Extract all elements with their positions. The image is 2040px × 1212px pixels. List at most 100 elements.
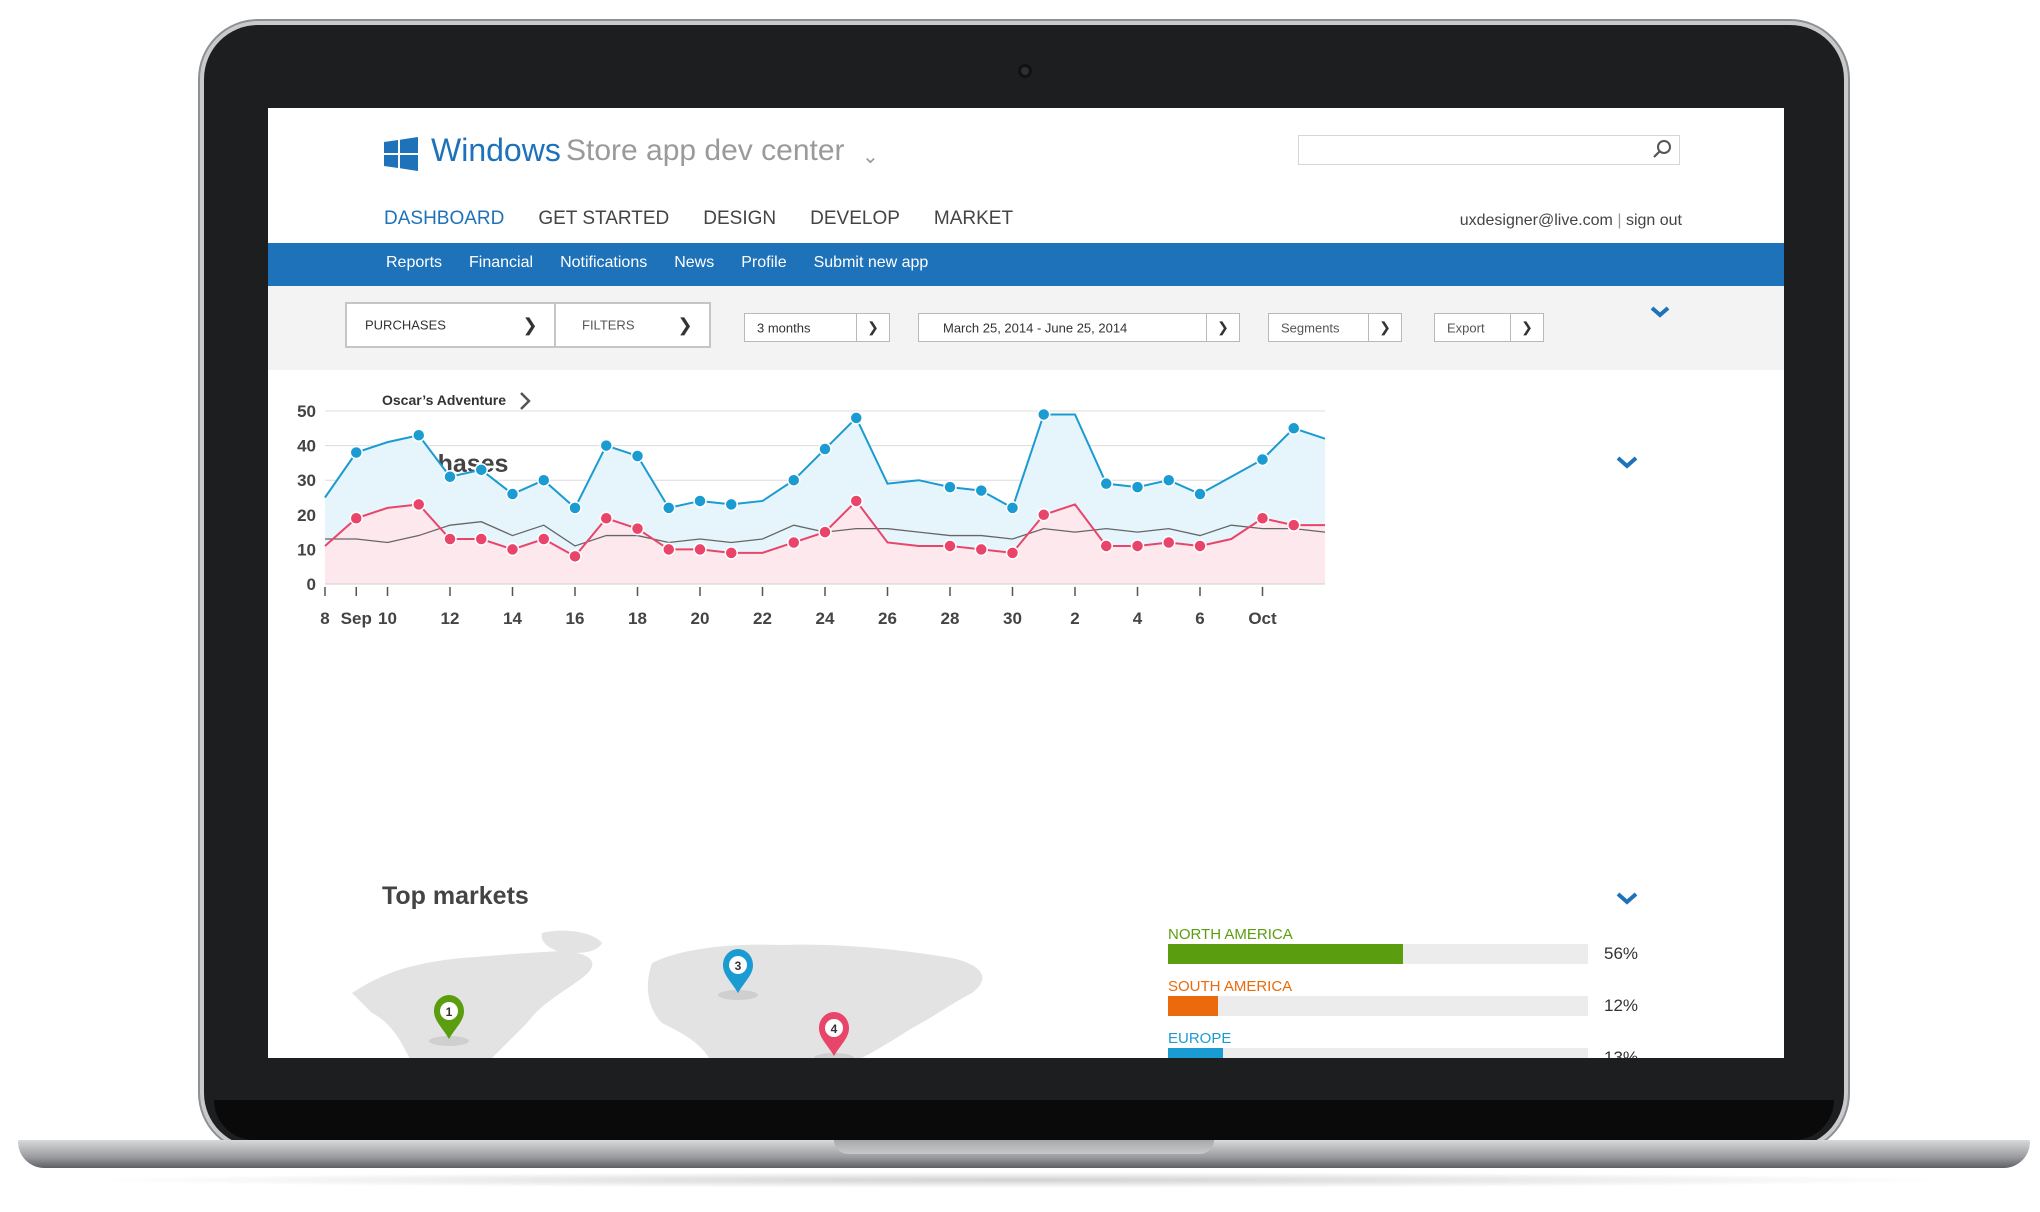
series-0-point (568, 501, 582, 515)
market-row[interactable]: SOUTH AMERICA 12% (1168, 978, 1638, 1028)
chevron-down-icon: ❯ (856, 314, 889, 341)
y-tick-label: 30 (297, 471, 316, 490)
series-1-point (537, 532, 551, 546)
purchases-collapse-chevron-icon[interactable] (1616, 456, 1638, 470)
y-tick-label: 0 (307, 575, 316, 594)
search-input[interactable] (1298, 135, 1680, 165)
filters-dropdown[interactable]: FILTERS ❯ (554, 302, 711, 348)
pin-1[interactable]: 1 (429, 995, 469, 1046)
sub-nav-item-profile[interactable]: Profile (741, 254, 787, 271)
account-separator: | (1617, 212, 1622, 229)
site-title[interactable]: Store app dev center (566, 134, 845, 167)
series-1-point (1099, 539, 1113, 553)
account-area: uxdesigner@live.com | sign out (1460, 212, 1682, 230)
series-0-point (537, 473, 551, 487)
series-0-point (1193, 487, 1207, 501)
top-nav-item-market[interactable]: MARKET (933, 208, 1014, 229)
map-landmass-eurasia (647, 944, 983, 1058)
report-type-label: PURCHASES (365, 317, 446, 333)
date-range-dropdown[interactable]: March 25, 2014 - June 25, 2014 ❯ (918, 313, 1240, 342)
x-tick-label: 12 (441, 609, 460, 628)
x-tick-label: 2 (1070, 609, 1079, 628)
x-tick-label: 30 (1003, 609, 1022, 628)
chevron-down-icon: ❯ (522, 314, 538, 335)
x-tick-label: Sep (341, 609, 372, 628)
report-type-dropdown[interactable]: PURCHASES ❯ (345, 302, 556, 348)
series-1-point (1037, 508, 1051, 522)
collapse-toolbar-chevron-icon[interactable] (1650, 306, 1670, 318)
top-nav-item-get-started[interactable]: GET STARTED (538, 208, 670, 229)
pin-4-center (825, 1019, 843, 1037)
series-0-point (724, 497, 738, 512)
series-1-point (849, 494, 863, 508)
x-tick-label: 4 (1133, 609, 1143, 628)
series-1-point (599, 511, 613, 526)
market-row[interactable]: NORTH AMERICA 56% (1168, 926, 1638, 976)
market-name: EUROPE (1168, 1030, 1232, 1047)
series-0-point (693, 494, 707, 508)
breadcrumb-chevron-icon[interactable] (519, 391, 531, 411)
pin-1-shadow (429, 1036, 469, 1046)
search-icon[interactable] (1651, 139, 1673, 161)
market-name: NORTH AMERICA (1168, 926, 1293, 943)
series-0-point (412, 428, 426, 442)
series-0-point (818, 442, 832, 456)
sub-nav-item-notifications[interactable]: Notifications (560, 254, 648, 271)
site-menu-chevron-icon[interactable]: ⌄ (862, 146, 879, 168)
chevron-down-icon: ❯ (1206, 314, 1239, 341)
series-1-point (1130, 539, 1145, 553)
series-1-point (443, 532, 457, 546)
brand-name: Windows (431, 132, 561, 168)
x-tick-label: 10 (378, 609, 397, 628)
series-0-point (1287, 421, 1301, 436)
series-0-point (599, 438, 613, 453)
pin-1-center (440, 1002, 458, 1020)
breadcrumb-app[interactable]: Oscar’s Adventure (382, 392, 506, 408)
x-tick-label: 16 (566, 609, 585, 628)
series-0-point (849, 411, 863, 425)
screen: Windows Store app dev center ⌄ DASHBOARD… (268, 108, 1784, 1058)
account-email[interactable]: uxdesigner@live.com (1459, 212, 1613, 229)
chevron-down-icon: ❯ (677, 314, 693, 335)
market-bar-track (1168, 944, 1588, 964)
chevron-down-icon: ❯ (1510, 314, 1543, 341)
series-1-point (1287, 518, 1301, 532)
series-1-point (474, 532, 488, 546)
sub-nav-item-financial[interactable]: Financial (469, 254, 534, 271)
world-map: 1 3 4 (352, 930, 983, 1058)
map-landmass-greenland (541, 930, 602, 953)
y-tick-label: 20 (297, 506, 316, 525)
series-1-point (505, 542, 520, 557)
market-row[interactable]: EUROPE 13% (1168, 1030, 1638, 1058)
top-nav-item-dashboard[interactable]: DASHBOARD (384, 208, 505, 229)
x-tick-label: 20 (691, 609, 710, 628)
x-tick-label: 24 (816, 609, 835, 628)
top-nav-item-design[interactable]: DESIGN (703, 208, 777, 229)
series-0-point (505, 487, 520, 501)
sub-nav-item-reports[interactable]: Reports (386, 254, 443, 271)
pin-4[interactable]: 4 (814, 1012, 854, 1058)
top-markets-collapse-chevron-icon[interactable] (1616, 892, 1638, 906)
filters-label: FILTERS (582, 317, 635, 333)
sign-out-link[interactable]: sign out (1625, 212, 1682, 229)
sub-nav-item-news[interactable]: News (674, 254, 715, 271)
webcam-icon (1018, 64, 1032, 78)
series-1-point (349, 511, 363, 526)
series-0-point (662, 501, 676, 515)
x-tick-label: 8 (320, 609, 329, 628)
series-0-point (1162, 473, 1176, 487)
top-nav-item-develop[interactable]: DEVELOP (810, 208, 900, 229)
export-dropdown[interactable]: Export ❯ (1434, 313, 1544, 342)
series-1-point (568, 549, 582, 564)
top-markets-title: Top markets (382, 882, 529, 910)
series-0-point (974, 483, 988, 498)
range-dropdown[interactable]: 3 months ❯ (744, 313, 890, 342)
segments-dropdown[interactable]: Segments ❯ (1268, 313, 1402, 342)
series-0-point (1005, 501, 1020, 515)
series-1-area (325, 500, 1325, 584)
sub-nav-item-submit-new-app[interactable]: Submit new app (813, 254, 929, 271)
series-1-point (787, 535, 801, 550)
pin-3[interactable]: 3 (718, 949, 758, 1000)
laptop-chin (214, 1100, 1834, 1140)
series-1-point (724, 546, 738, 560)
